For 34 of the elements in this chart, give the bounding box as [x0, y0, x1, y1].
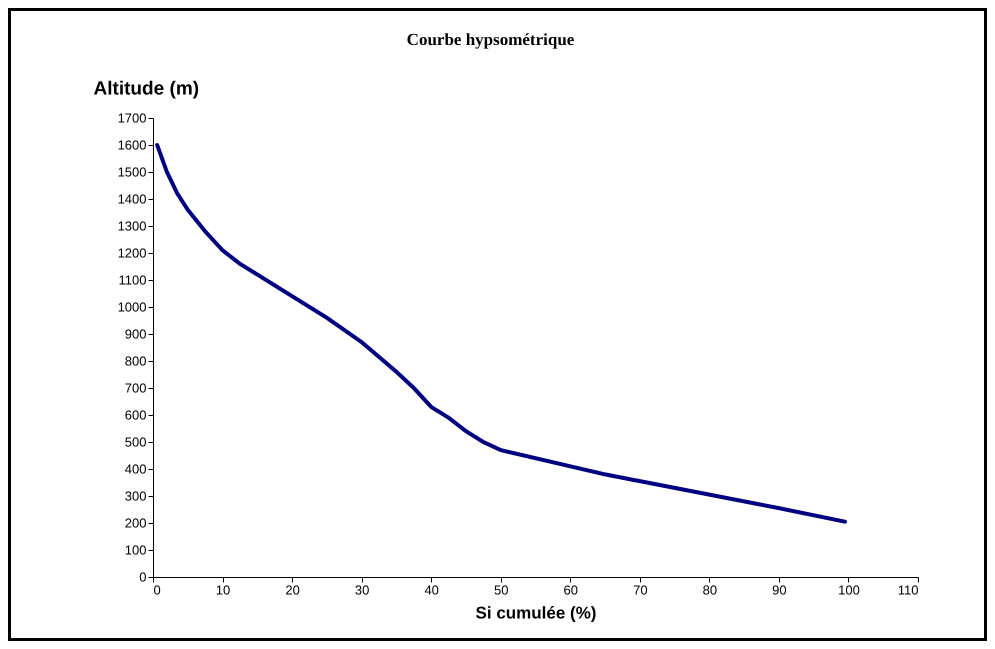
- y-tick-label: 1700: [118, 110, 146, 126]
- y-tick-label: 1000: [118, 300, 146, 314]
- x-tick-label: 70: [633, 582, 648, 598]
- line-series: [155, 143, 847, 524]
- y-tick-label: 1200: [118, 246, 146, 260]
- y-tick-label: 200: [124, 516, 146, 530]
- x-tick-label: 30: [354, 582, 370, 598]
- chart-title: Courbe hypsométrique: [406, 30, 575, 49]
- x-tick-label: 20: [285, 582, 300, 598]
- y-tick-label: 1400: [118, 192, 146, 206]
- y-tick-label: 400: [124, 462, 146, 476]
- y-tick-label: 600: [124, 408, 146, 422]
- y-tick-label: 300: [124, 488, 146, 504]
- y-tick-label: 100: [124, 542, 146, 558]
- x-tick-label: 60: [564, 582, 578, 598]
- x-tick-label: 0: [154, 582, 161, 598]
- x-tick-label: 80: [702, 582, 718, 598]
- y-tick-label: 1100: [118, 272, 146, 288]
- y-tick-label: 0: [139, 570, 146, 584]
- x-tick-label: 110: [898, 582, 918, 598]
- y-tick-label: 500: [124, 434, 146, 450]
- x-tick-label: 90: [772, 582, 787, 598]
- y-tick-label: 1300: [118, 218, 146, 234]
- x-tick-label: 100: [838, 582, 860, 598]
- y-tick-label: 1600: [118, 138, 146, 152]
- y-axis-title: Altitude (m): [94, 78, 200, 100]
- y-tick-label: 800: [124, 354, 146, 368]
- y-tick-label: 900: [124, 326, 146, 342]
- x-axis-title: Si cumulée (%): [476, 604, 596, 622]
- x-tick-label: 40: [424, 582, 439, 598]
- y-tick-label: 700: [124, 380, 146, 396]
- y-tick-label: 1500: [118, 164, 146, 180]
- x-tick-label: 50: [494, 582, 508, 598]
- x-tick-label: 10: [216, 582, 230, 598]
